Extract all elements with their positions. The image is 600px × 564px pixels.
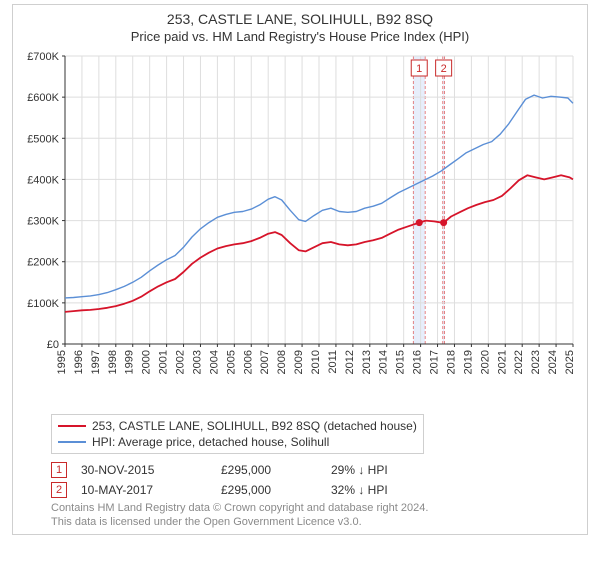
svg-text:1998: 1998 [107,350,119,374]
sale-badge: 1 [51,462,67,478]
svg-text:2017: 2017 [429,350,441,374]
sale-price: £295,000 [221,463,331,477]
svg-text:2011: 2011 [327,350,339,374]
svg-text:2007: 2007 [259,350,271,374]
svg-text:2005: 2005 [225,350,237,374]
legend-item: 253, CASTLE LANE, SOLIHULL, B92 8SQ (det… [58,419,417,433]
footnote: Contains HM Land Registry data © Crown c… [51,502,583,530]
legend-label: HPI: Average price, detached house, Soli… [92,435,329,449]
svg-text:2016: 2016 [412,350,424,374]
svg-text:2022: 2022 [513,350,525,374]
legend: 253, CASTLE LANE, SOLIHULL, B92 8SQ (det… [51,414,424,454]
sale-pct: 32% ↓ HPI [331,483,451,497]
svg-text:2000: 2000 [141,350,153,374]
svg-text:2012: 2012 [344,350,356,374]
svg-text:£300K: £300K [27,216,59,228]
svg-text:2018: 2018 [445,350,457,374]
svg-text:£700K: £700K [27,51,59,63]
svg-text:£500K: £500K [27,133,59,145]
chart-subtitle: Price paid vs. HM Land Registry's House … [17,29,583,44]
svg-text:2001: 2001 [158,350,170,374]
sale-row: 2 10-MAY-2017£295,00032% ↓ HPI [51,482,583,498]
chart-title: 253, CASTLE LANE, SOLIHULL, B92 8SQ [17,11,583,27]
sale-pct: 29% ↓ HPI [331,463,451,477]
sale-badge: 2 [51,482,67,498]
svg-text:2009: 2009 [293,350,305,374]
svg-text:2021: 2021 [496,350,508,374]
sale-date: 30-NOV-2015 [81,463,221,477]
svg-text:2002: 2002 [175,350,187,374]
svg-text:1999: 1999 [124,350,136,374]
chart-container: 253, CASTLE LANE, SOLIHULL, B92 8SQ Pric… [12,4,588,535]
sales-table: 1 30-NOV-2015£295,00029% ↓ HPI 2 10-MAY-201… [51,462,583,498]
svg-text:2014: 2014 [378,350,390,374]
sale-date: 10-MAY-2017 [81,483,221,497]
legend-swatch [58,425,86,427]
svg-text:2010: 2010 [310,350,322,374]
svg-text:1997: 1997 [90,350,102,374]
svg-text:2023: 2023 [530,350,542,374]
svg-text:2: 2 [441,63,447,75]
svg-text:2006: 2006 [242,350,254,374]
svg-text:£200K: £200K [27,257,59,269]
svg-text:1996: 1996 [73,350,85,374]
svg-text:£400K: £400K [27,174,59,186]
svg-text:2008: 2008 [276,350,288,374]
svg-text:1: 1 [416,63,422,75]
svg-text:2020: 2020 [479,350,491,374]
footnote-line: Contains HM Land Registry data © Crown c… [51,502,583,516]
svg-text:2015: 2015 [395,350,407,374]
svg-text:2024: 2024 [547,350,559,374]
svg-text:2013: 2013 [361,350,373,374]
sale-price: £295,000 [221,483,331,497]
plot-area: £0 £100K £200K £300K £400K £500K £600K £700K 199… [17,48,583,408]
line-chart: £0 £100K £200K £300K £400K £500K £600K £700K 199… [17,48,583,408]
legend-label: 253, CASTLE LANE, SOLIHULL, B92 8SQ (det… [92,419,417,433]
footnote-line: This data is licensed under the Open Gov… [51,516,583,530]
svg-text:2025: 2025 [564,350,576,374]
svg-text:2003: 2003 [191,350,203,374]
svg-text:1995: 1995 [56,350,68,374]
svg-text:£0: £0 [47,339,59,351]
svg-text:£600K: £600K [27,92,59,104]
svg-text:2004: 2004 [208,350,220,374]
svg-text:£100K: £100K [27,298,59,310]
legend-swatch [58,441,86,443]
svg-text:2019: 2019 [462,350,474,374]
legend-item: HPI: Average price, detached house, Soli… [58,435,417,449]
sale-row: 1 30-NOV-2015£295,00029% ↓ HPI [51,462,583,478]
